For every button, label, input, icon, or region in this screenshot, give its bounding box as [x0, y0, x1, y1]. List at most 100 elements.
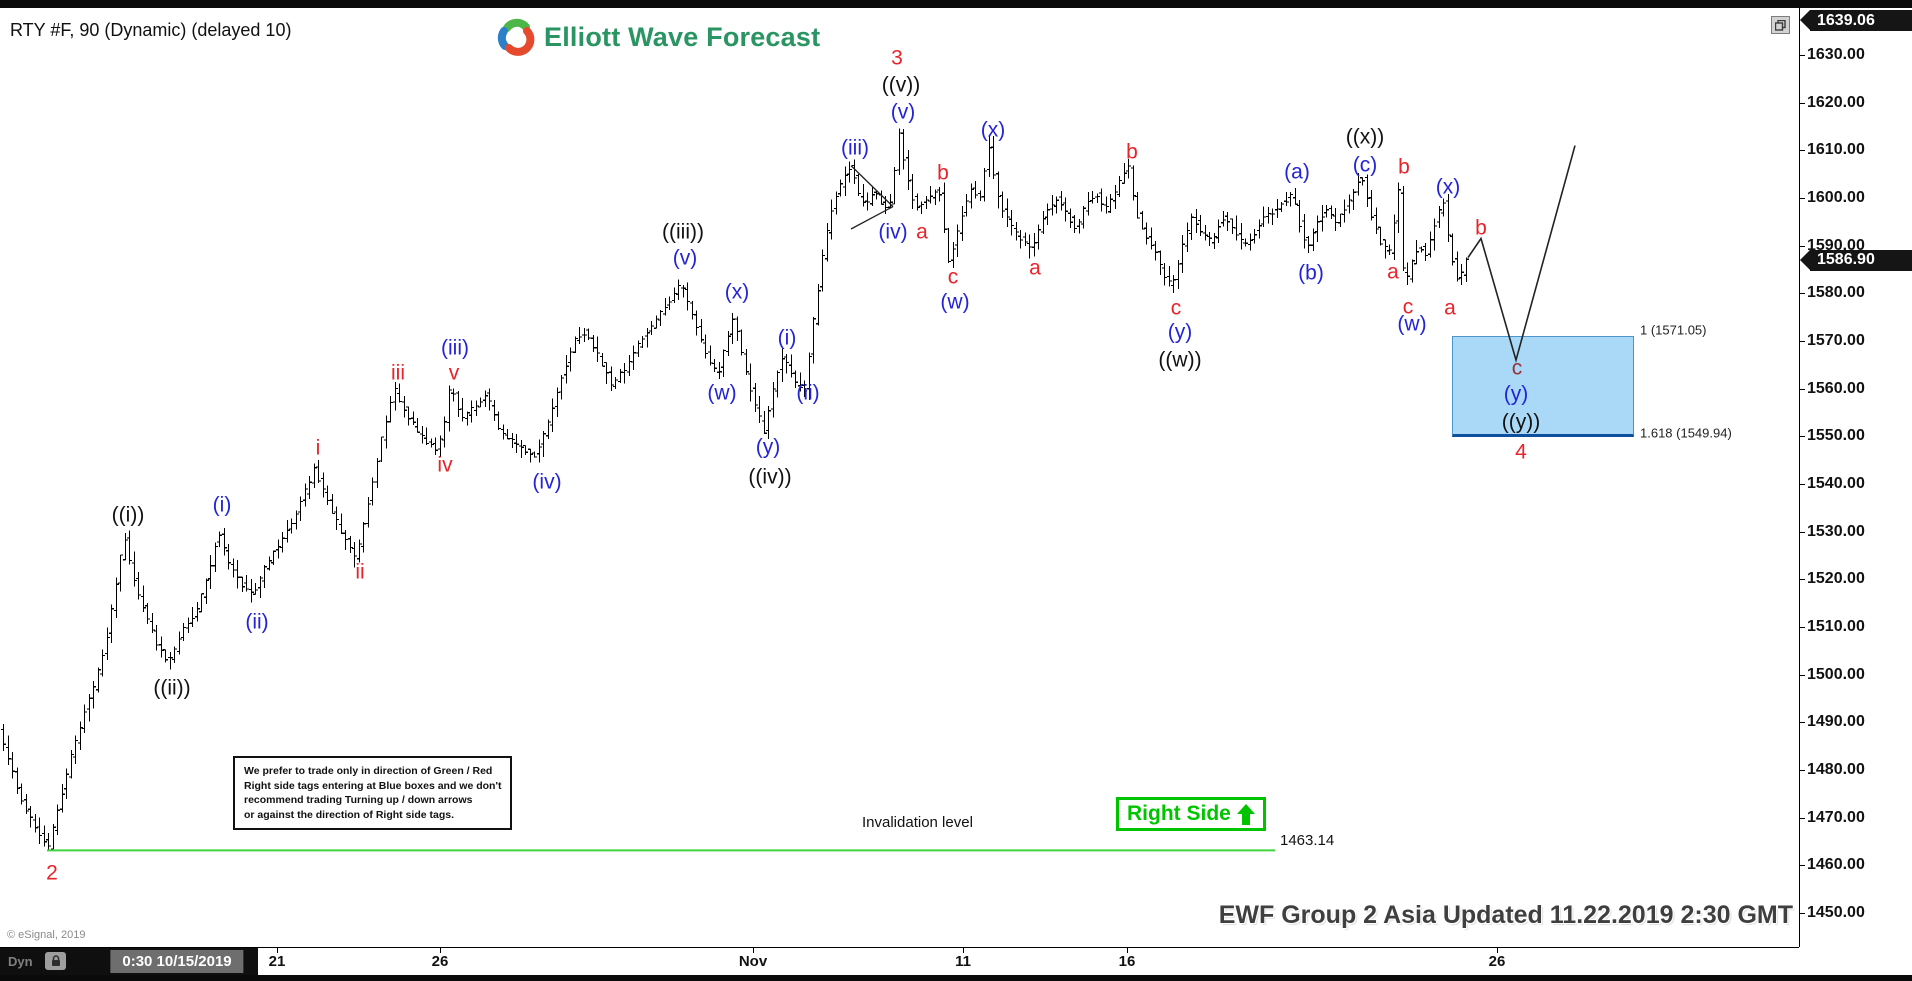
price-axis-label: 1540.00: [1807, 475, 1865, 492]
wave-label[interactable]: (y): [755, 435, 781, 459]
wave-label[interactable]: a: [1444, 296, 1456, 320]
wave-label[interactable]: c: [1170, 296, 1182, 320]
wave-label[interactable]: b: [1398, 155, 1410, 179]
price-axis-label: 1630.00: [1807, 46, 1865, 63]
lock-icon[interactable]: [45, 952, 66, 970]
invalidation-label[interactable]: Invalidation level: [862, 814, 973, 831]
wave-label[interactable]: c: [1511, 356, 1523, 380]
wave-label[interactable]: (w): [707, 381, 737, 405]
wave-label[interactable]: 4: [1515, 440, 1527, 464]
price-axis-label: 1560.00: [1807, 379, 1865, 397]
time-axis[interactable]: Dyn 0:30 10/15/2019 21 26 Nov 11 16 26: [0, 948, 1912, 981]
wave-label[interactable]: ((w)): [1158, 348, 1202, 372]
time-axis-tick: [963, 948, 964, 953]
session-high-tag: 1639.06: [1800, 10, 1912, 31]
wave-label[interactable]: c: [947, 265, 959, 289]
wave-label[interactable]: ((i)): [111, 503, 145, 527]
wave-label[interactable]: b: [937, 161, 949, 185]
price-axis-tick: [1800, 293, 1805, 295]
wave-label[interactable]: iv: [437, 453, 453, 477]
wave-label[interactable]: ((x)): [1345, 125, 1385, 149]
wave-label[interactable]: a: [1387, 260, 1399, 284]
chart-canvas[interactable]: [0, 0, 1799, 947]
price-axis[interactable]: 1639.06 1586.90 1630.00 1620.00 1610.00 160…: [1799, 8, 1912, 947]
forecast-path[interactable]: [1467, 145, 1576, 364]
price-axis-label: 1590.00: [1807, 236, 1865, 254]
time-axis-tick: [277, 948, 278, 953]
wave-label[interactable]: c: [1402, 295, 1414, 319]
wave-label[interactable]: (x): [1435, 175, 1461, 199]
overlapping-squares-icon: [1775, 19, 1786, 31]
wave-label[interactable]: 2: [46, 861, 58, 885]
time-axis-tick: [753, 948, 754, 953]
price-axis-label: 1510.00: [1807, 618, 1865, 635]
wave-label[interactable]: a: [916, 220, 928, 244]
time-axis-tick: [440, 948, 441, 953]
price-axis-tick: [1800, 817, 1805, 819]
wave-label[interactable]: ((v)): [881, 73, 921, 97]
price-bars: [1, 128, 1469, 851]
wave-label[interactable]: (ii): [796, 381, 820, 405]
price-axis-tick: [1800, 245, 1805, 247]
wave-label[interactable]: (iii): [441, 336, 469, 360]
time-axis-label: 16: [1118, 953, 1136, 970]
triangle-trendlines[interactable]: [850, 165, 894, 230]
price-axis-tick: [1800, 579, 1805, 581]
wave-label[interactable]: (iii): [841, 136, 869, 160]
wave-label[interactable]: (x): [724, 280, 750, 304]
price-axis-label: 1480.00: [1807, 761, 1865, 778]
price-axis-label: 1620.00: [1807, 93, 1865, 111]
wave-label[interactable]: ((ii)): [153, 676, 191, 700]
blue-box-bottom-level-label[interactable]: 1.618 (1549.94): [1640, 425, 1732, 440]
price-axis-label: 1490.00: [1807, 713, 1865, 731]
wave-label[interactable]: (w): [940, 290, 970, 314]
wave-label[interactable]: b: [1475, 216, 1487, 240]
blue-box[interactable]: [1452, 336, 1634, 437]
ewf-logo-icon: [497, 18, 535, 56]
price-axis-tick: [1800, 722, 1805, 724]
window-bottom-border: [0, 975, 1912, 981]
session-start-marker: 0:30 10/15/2019: [110, 950, 244, 973]
price-axis-tick: [1800, 913, 1805, 914]
wave-label[interactable]: (y): [1167, 320, 1193, 344]
wave-label[interactable]: (v): [890, 100, 916, 124]
wave-label[interactable]: (x): [980, 118, 1006, 142]
price-axis-tick: [1800, 388, 1805, 390]
blue-box-top-level-label[interactable]: 1 (1571.05): [1640, 322, 1707, 338]
wave-label[interactable]: (iv): [878, 220, 908, 244]
wave-label[interactable]: (iv): [532, 470, 562, 494]
wave-label[interactable]: (ii): [245, 610, 269, 634]
wave-label[interactable]: (i): [212, 493, 232, 517]
wave-label[interactable]: (c): [1352, 153, 1378, 177]
chart-title: RTY #F, 90 (Dynamic) (delayed 10): [10, 20, 292, 40]
wave-label[interactable]: ((iii)): [662, 220, 704, 244]
time-axis-line: [0, 947, 1799, 948]
time-axis-label: 11: [955, 953, 971, 970]
disclaimer-box[interactable]: We prefer to trade only in direction of …: [233, 756, 513, 830]
right-side-tag[interactable]: Right Side: [1116, 797, 1266, 831]
wave-label[interactable]: (i): [777, 326, 797, 350]
time-axis-tick: [1497, 948, 1498, 953]
wave-label[interactable]: ii: [355, 560, 365, 584]
restore-window-icon[interactable]: [1771, 16, 1790, 34]
wave-label[interactable]: (a): [1284, 160, 1310, 184]
price-axis-label: 1460.00: [1807, 856, 1865, 874]
wave-label[interactable]: b: [1126, 140, 1138, 164]
price-axis-tick: [1800, 198, 1805, 199]
invalidation-value[interactable]: 1463.14: [1280, 832, 1335, 849]
wave-label[interactable]: (v): [672, 246, 698, 270]
price-axis-label: 1580.00: [1807, 284, 1865, 302]
ewf-logo: Elliott Wave Forecast: [497, 18, 820, 56]
wave-label[interactable]: ((y)): [1501, 410, 1541, 434]
time-axis-label: Nov: [738, 953, 768, 970]
wave-label[interactable]: (b): [1298, 261, 1324, 285]
wave-label[interactable]: ((iv)): [748, 465, 792, 489]
wave-label[interactable]: v: [448, 361, 460, 385]
wave-label[interactable]: a: [1029, 256, 1041, 280]
wave-label[interactable]: iii: [391, 361, 405, 385]
wave-label[interactable]: (y): [1503, 382, 1529, 406]
wave-label[interactable]: 3: [891, 46, 903, 70]
wave-label[interactable]: (w): [1397, 312, 1427, 336]
wave-label[interactable]: i: [315, 436, 321, 460]
